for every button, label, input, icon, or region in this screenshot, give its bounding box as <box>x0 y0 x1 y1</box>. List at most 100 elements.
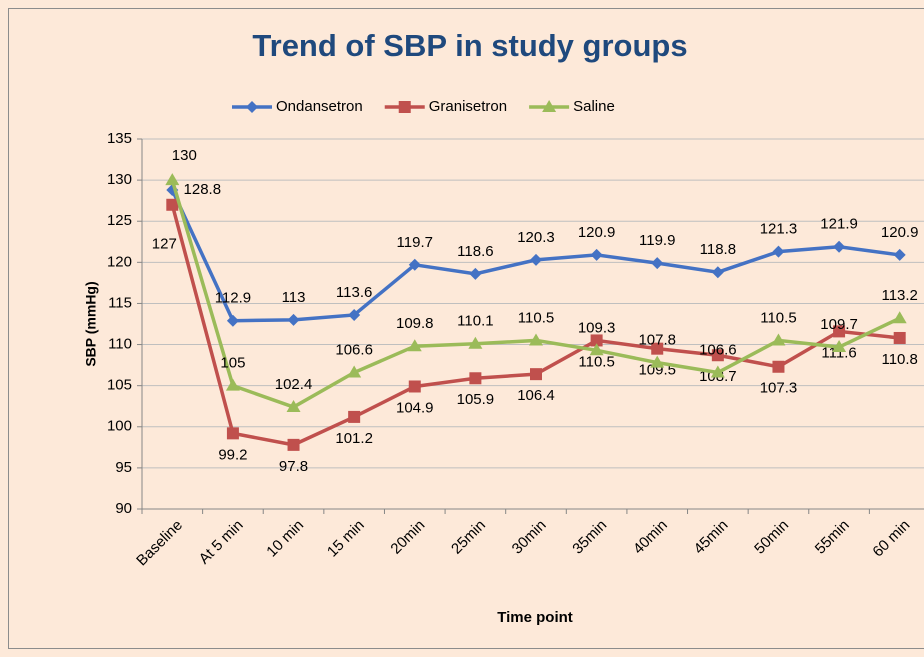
data-label: 105.9 <box>457 391 495 408</box>
marker <box>348 308 361 321</box>
marker <box>408 380 421 393</box>
legend-label: Granisetron <box>429 98 507 115</box>
data-label: 130 <box>172 147 197 164</box>
marker <box>590 334 603 347</box>
data-label: 121.3 <box>760 221 798 238</box>
data-label: 99.2 <box>218 446 247 463</box>
data-label: 113 <box>282 289 306 306</box>
y-tick-label: 130 <box>107 171 132 188</box>
marker <box>772 360 785 373</box>
data-label: 118.6 <box>457 243 493 260</box>
data-label: 109.8 <box>396 315 434 332</box>
marker <box>468 336 483 349</box>
marker <box>469 267 482 280</box>
data-label: 105 <box>220 355 245 372</box>
data-label: 107.3 <box>760 380 798 397</box>
marker <box>226 314 239 327</box>
marker <box>893 248 906 261</box>
data-label: 107.8 <box>638 332 676 349</box>
marker <box>287 438 300 451</box>
marker <box>710 365 725 378</box>
marker <box>348 410 361 423</box>
marker <box>166 198 179 211</box>
data-label: 106.6 <box>335 341 373 358</box>
data-label: 109.3 <box>578 319 616 336</box>
data-label: 112.9 <box>215 290 251 307</box>
marker <box>650 355 665 368</box>
data-label: 110.5 <box>518 309 554 326</box>
marker <box>408 258 421 271</box>
series: 130 105 102.4 106.6 109.8 110.1 110.5 109.3 107.… <box>165 147 918 413</box>
data-label: 113.6 <box>336 284 372 301</box>
marker <box>226 427 239 440</box>
y-tick-label: 135 <box>107 130 132 147</box>
marker <box>590 248 603 261</box>
y-tick-label: 125 <box>107 212 132 229</box>
data-label: 110.8 <box>881 351 917 368</box>
marker <box>225 378 240 391</box>
marker <box>711 349 724 362</box>
marker <box>398 101 411 113</box>
x-axis-label: Time point <box>497 609 573 626</box>
chart-border <box>8 8 924 649</box>
marker <box>893 331 906 344</box>
data-label: 113.2 <box>881 287 917 304</box>
marker <box>651 257 664 270</box>
data-label: 111.6 <box>821 344 856 361</box>
y-tick-label: 100 <box>107 418 132 435</box>
data-label: 119.7 <box>397 234 433 251</box>
marker <box>286 400 301 413</box>
marker <box>529 333 543 346</box>
marker <box>165 173 180 186</box>
data-label: 120.3 <box>517 229 555 246</box>
data-label: 101.2 <box>335 430 373 447</box>
marker <box>833 325 846 338</box>
marker <box>347 365 362 378</box>
data-label: 110.5 <box>578 353 614 370</box>
marker <box>651 342 664 355</box>
marker <box>833 240 846 253</box>
data-label: 109.7 <box>820 316 858 333</box>
y-tick-label: 115 <box>108 294 132 311</box>
y-tick-label: 120 <box>107 253 132 270</box>
data-label: 104.9 <box>396 399 434 416</box>
chart-title: Trend of SBP in study groups <box>252 28 687 63</box>
data-label: 120.9 <box>578 224 616 241</box>
marker <box>589 343 604 356</box>
y-tick-label: 95 <box>115 459 132 476</box>
data-label: 120.9 <box>881 224 919 241</box>
y-tick-label: 110 <box>108 336 132 353</box>
marker <box>771 333 786 346</box>
y-tick-label: 105 <box>107 377 132 394</box>
data-label: 97.8 <box>279 458 308 475</box>
marker <box>469 372 482 385</box>
data-label: 128.8 <box>184 181 222 198</box>
series: 128.8 112.9 113 113.6 119.7 118.6 120.3 120.9 11… <box>166 181 918 327</box>
data-label: 102.4 <box>275 376 313 393</box>
data-label: 106.6 <box>699 341 737 358</box>
marker <box>892 311 907 324</box>
data-label: 121.9 <box>820 216 858 233</box>
marker <box>530 368 542 381</box>
data-label: 110.1 <box>457 313 493 330</box>
marker <box>832 340 847 353</box>
data-label: 106.4 <box>517 387 555 404</box>
marker <box>772 245 785 258</box>
y-tick-label: 90 <box>115 500 132 517</box>
marker <box>530 253 542 266</box>
series: 127 99.2 97.8 101.2 104.9 105.9 106.4 110.5 109.… <box>152 198 918 475</box>
legend-label: Saline <box>573 98 615 115</box>
y-axis-label: SBP (mmHg) <box>83 281 99 366</box>
data-label: 119.9 <box>639 232 675 249</box>
marker <box>711 266 724 279</box>
legend-label: Ondansetron <box>276 98 363 115</box>
marker <box>287 313 300 326</box>
marker <box>246 101 258 113</box>
data-label: 127 <box>152 236 177 253</box>
data-label: 110.5 <box>760 309 796 326</box>
marker <box>407 339 422 352</box>
marker <box>542 100 557 112</box>
data-label: 118.8 <box>700 241 736 258</box>
